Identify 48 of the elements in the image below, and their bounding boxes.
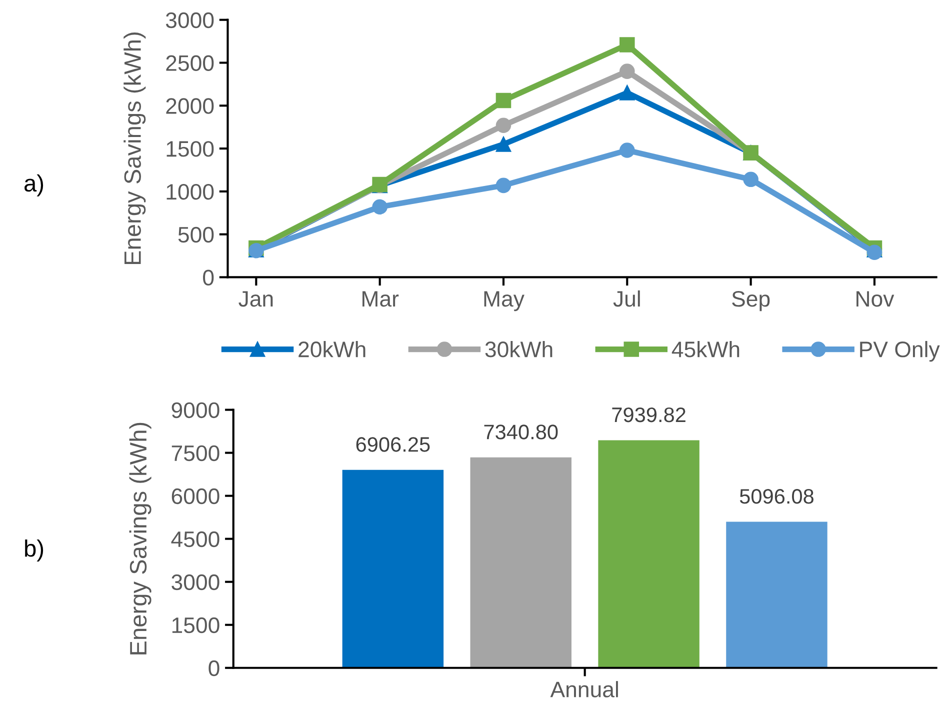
y-tick-label: 6000 xyxy=(172,488,220,504)
point xyxy=(620,37,635,52)
y-tick-label: 0 xyxy=(208,660,220,676)
point xyxy=(496,118,512,134)
y-tick-label: 2000 xyxy=(166,98,214,114)
y-axis-title: Energy Savings (kWh) xyxy=(124,32,146,264)
y-tick-label: 9000 xyxy=(172,402,220,418)
text: a) xyxy=(24,174,44,196)
x-tick-label: Annual xyxy=(550,681,618,698)
y-tick-label: 2500 xyxy=(166,55,214,72)
data-label: 7939.82 xyxy=(612,407,686,422)
y-tick-label: 7500 xyxy=(172,445,220,462)
y-axis-title: Energy Savings (kWh) xyxy=(129,422,152,654)
x-tick-label: Sep xyxy=(732,291,770,312)
bar xyxy=(726,522,828,668)
legend-label: 45kWh xyxy=(672,340,740,358)
text: b) xyxy=(25,539,44,562)
x-tick-label: Mar xyxy=(362,291,399,307)
legend-label: 30kWh xyxy=(485,340,552,358)
y-tick-label: 3000 xyxy=(172,574,220,590)
point xyxy=(743,172,758,188)
point xyxy=(496,136,512,152)
point xyxy=(620,142,635,158)
y-tick-label: 1500 xyxy=(172,617,220,634)
x-tick-label: Jul xyxy=(613,290,640,307)
data-label: 5096.08 xyxy=(740,488,814,504)
bar xyxy=(598,440,700,668)
point xyxy=(866,244,882,260)
point xyxy=(620,64,635,79)
y-tick-label: 1000 xyxy=(166,184,214,200)
x-tick-label: Nov xyxy=(856,291,894,307)
legend-label: 20kWh xyxy=(298,340,366,358)
bar xyxy=(342,470,444,668)
data-label: 7340.80 xyxy=(484,424,558,440)
y-tick-label: 1500 xyxy=(166,141,214,157)
y-tick-label: 500 xyxy=(178,226,214,243)
x-tick-label: May xyxy=(484,291,524,312)
point xyxy=(372,199,388,215)
legend-label: PV Only xyxy=(860,340,940,362)
bar xyxy=(470,457,572,668)
y-tick-label: 0 xyxy=(203,270,214,286)
y-tick-label: 3000 xyxy=(166,12,214,28)
data-label: 6906.25 xyxy=(356,437,430,452)
point xyxy=(620,85,635,100)
x-tick-label: Jan xyxy=(238,291,273,307)
point xyxy=(496,92,512,108)
y-tick-label: 4500 xyxy=(171,531,220,548)
point xyxy=(496,178,512,194)
